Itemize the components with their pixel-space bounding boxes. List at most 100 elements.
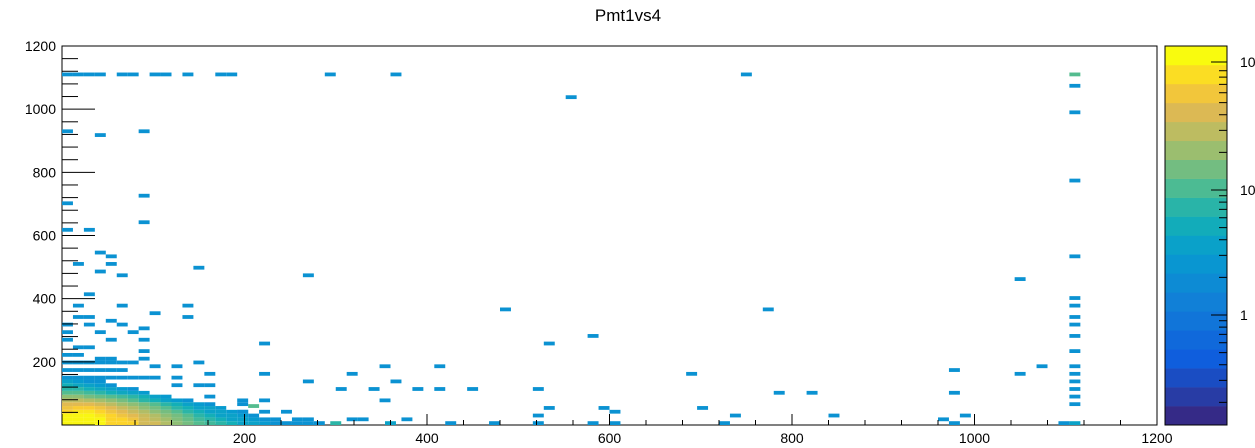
heatmap-cell bbox=[182, 303, 194, 308]
heatmap-cell bbox=[62, 360, 73, 365]
heatmap-cell bbox=[500, 307, 511, 312]
heatmap-cell bbox=[302, 379, 314, 384]
heatmap-cell bbox=[171, 421, 183, 425]
heatmap-cell bbox=[532, 413, 544, 418]
heatmap-cell bbox=[83, 315, 95, 319]
chart-title: Pmt1vs4 bbox=[595, 6, 661, 25]
heatmap-cell bbox=[116, 303, 128, 308]
heatmap-cell bbox=[237, 417, 249, 422]
heatmap-cell bbox=[116, 398, 128, 403]
heatmap-cell bbox=[127, 406, 139, 410]
heatmap-cell bbox=[532, 421, 544, 425]
heatmap-cell bbox=[149, 364, 161, 369]
heatmap-cell bbox=[149, 375, 161, 380]
heatmap-cell bbox=[62, 227, 73, 232]
heatmap-cell bbox=[434, 387, 446, 391]
heatmap-cell bbox=[762, 307, 774, 312]
heatmap-cell bbox=[324, 72, 336, 77]
y-tick-label: 400 bbox=[33, 291, 57, 307]
palette-band bbox=[1165, 254, 1227, 274]
heatmap-cell bbox=[719, 421, 730, 425]
heatmap-cell bbox=[105, 383, 117, 388]
heatmap-cell bbox=[149, 417, 161, 422]
heatmap-cell bbox=[62, 129, 73, 134]
heatmap-cells bbox=[62, 72, 1081, 425]
heatmap-cell bbox=[83, 72, 95, 77]
heatmap-cell bbox=[1069, 364, 1081, 369]
heatmap-cell bbox=[302, 417, 314, 422]
heatmap-cell bbox=[72, 387, 84, 391]
heatmap-cell bbox=[302, 273, 314, 278]
y-tick-label: 200 bbox=[33, 354, 57, 370]
heatmap-cell bbox=[1069, 334, 1081, 338]
heatmap-cell bbox=[1069, 315, 1081, 319]
heatmap-cell bbox=[390, 72, 402, 77]
heatmap-cell bbox=[105, 402, 117, 407]
heatmap-cell bbox=[83, 375, 95, 380]
heatmap-cell bbox=[532, 387, 544, 391]
heatmap-cell bbox=[1069, 421, 1081, 425]
heatmap-cell bbox=[127, 409, 139, 414]
heatmap-cell bbox=[105, 417, 117, 422]
heatmap-cell bbox=[127, 390, 139, 395]
heatmap-cell bbox=[379, 364, 391, 369]
palette-band bbox=[1165, 216, 1227, 236]
heatmap-cell bbox=[138, 398, 150, 403]
heatmap-cell bbox=[248, 417, 260, 422]
heatmap-cell bbox=[105, 421, 117, 425]
heatmap-cell bbox=[138, 402, 150, 407]
heatmap-cell bbox=[138, 129, 150, 134]
heatmap-cell bbox=[1069, 402, 1081, 407]
heatmap-cell bbox=[105, 387, 117, 391]
heatmap-cell bbox=[83, 360, 95, 365]
heatmap-cell bbox=[149, 402, 161, 407]
x-tick-label: 1200 bbox=[1141, 430, 1172, 446]
heatmap-cell bbox=[127, 387, 139, 391]
heatmap-cell bbox=[171, 398, 183, 403]
heatmap-cell bbox=[94, 330, 106, 335]
heatmap-cell bbox=[83, 387, 95, 391]
heatmap-cell bbox=[94, 133, 106, 137]
axes: 200 400 600 800 1000 1200 200 400 600 800 1000 1200 bbox=[25, 38, 1173, 446]
heatmap-cell bbox=[127, 330, 139, 335]
heatmap-cell bbox=[259, 417, 271, 422]
heatmap-cell bbox=[83, 390, 95, 395]
heatmap-cell bbox=[1069, 371, 1081, 376]
heatmap-cell bbox=[204, 402, 216, 407]
heatmap-cell bbox=[193, 417, 205, 422]
heatmap-cell bbox=[83, 394, 95, 399]
heatmap-cell bbox=[598, 406, 610, 410]
heatmap-cell bbox=[105, 409, 117, 414]
heatmap-cell bbox=[72, 417, 84, 422]
x-tick-label: 600 bbox=[598, 430, 622, 446]
heatmap-cell bbox=[828, 413, 840, 418]
heatmap-cell bbox=[94, 250, 106, 255]
heatmap-cell bbox=[948, 421, 960, 425]
heatmap-cell bbox=[609, 421, 621, 425]
heatmap-cell bbox=[72, 352, 84, 357]
heatmap-cell bbox=[127, 417, 139, 422]
heatmap-cell bbox=[116, 394, 128, 399]
heatmap-cell bbox=[138, 220, 150, 225]
heatmap-cell bbox=[160, 72, 172, 77]
heatmap-cell bbox=[1069, 72, 1081, 77]
heatmap-cell bbox=[105, 368, 117, 372]
heatmap-cell bbox=[193, 265, 205, 270]
palette-band bbox=[1165, 64, 1227, 85]
heatmap-cell bbox=[270, 417, 281, 422]
heatmap-cell bbox=[259, 421, 271, 425]
heatmap-cell bbox=[226, 413, 238, 418]
heatmap-cell bbox=[105, 254, 117, 259]
palette-band bbox=[1165, 311, 1227, 331]
heatmap-cell bbox=[62, 398, 73, 403]
heatmap-cell bbox=[226, 417, 238, 422]
heatmap-cell bbox=[105, 337, 117, 342]
palette-band bbox=[1165, 121, 1227, 142]
heatmap-cell bbox=[259, 409, 271, 414]
heatmap-cell bbox=[357, 417, 369, 422]
heatmap-cell bbox=[149, 409, 161, 414]
heatmap-cell bbox=[149, 406, 161, 410]
heatmap-cell bbox=[116, 368, 128, 372]
heatmap-cell bbox=[346, 417, 358, 422]
heatmap-cell bbox=[1014, 371, 1026, 376]
